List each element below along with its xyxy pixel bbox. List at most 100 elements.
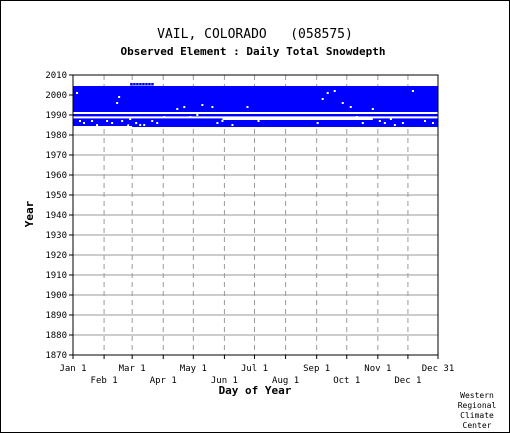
- y-tick-label: 2010: [45, 71, 67, 81]
- credit-block: Western Regional Climate Center: [458, 391, 497, 430]
- missing-point: [189, 116, 192, 118]
- missing-point: [121, 120, 124, 122]
- missing-point: [83, 122, 86, 124]
- y-tick-label: 1940: [45, 211, 67, 221]
- y-tick-label: 1930: [45, 231, 67, 241]
- y-tick-label: 1990: [45, 111, 67, 121]
- missing-point: [143, 124, 146, 126]
- missing-point: [116, 102, 119, 104]
- chart-title: VAIL, COLORADO (058575): [157, 27, 353, 42]
- extra-data-points: [126, 83, 154, 125]
- x-tick-label: Apr 1: [150, 376, 177, 386]
- missing-point: [221, 120, 224, 122]
- missing-point: [127, 124, 130, 126]
- credit-line: Regional: [458, 401, 497, 410]
- missing-point: [151, 120, 154, 122]
- missing-point: [341, 102, 344, 104]
- missing-point: [156, 122, 159, 124]
- missing-point: [389, 118, 392, 120]
- credit-line: Western: [460, 391, 494, 400]
- missing-point: [361, 122, 364, 124]
- missing-point: [129, 118, 132, 120]
- data-point: [133, 83, 136, 86]
- x-tick-label: Sep 1: [303, 364, 330, 374]
- missing-point: [216, 122, 219, 124]
- chart-subtitle: Observed Element : Daily Total Snowdepth: [121, 45, 386, 58]
- missing-point: [423, 120, 426, 122]
- y-tick-label: 1870: [45, 351, 67, 361]
- data-point: [130, 83, 133, 86]
- y-tick-label: 1950: [45, 191, 67, 201]
- x-tick-label: Jun 1: [211, 376, 238, 386]
- y-tick-label: 1920: [45, 251, 67, 261]
- data-point: [145, 83, 148, 86]
- data-coverage: [73, 86, 438, 127]
- x-tick-label: Nov 1: [364, 364, 391, 374]
- missing-point: [106, 120, 109, 122]
- missing-point: [183, 106, 186, 108]
- missing-point: [139, 124, 142, 126]
- y-tick-label: 1890: [45, 311, 67, 321]
- missing-point: [401, 122, 404, 124]
- data-point: [139, 83, 142, 86]
- missing-point: [211, 106, 214, 108]
- missing-point: [118, 96, 121, 98]
- missing-data: [73, 90, 438, 126]
- missing-point: [393, 124, 396, 126]
- y-tick-label: 2000: [45, 91, 67, 101]
- missing-point: [201, 104, 204, 106]
- x-tick-label: Jul 1: [241, 364, 268, 374]
- x-tick-label: May 1: [180, 364, 207, 374]
- missing-point: [321, 98, 324, 100]
- x-tick-label: Jan 1: [59, 364, 86, 374]
- y-tick-label: 1880: [45, 331, 67, 341]
- x-tick-label: Feb 1: [91, 376, 118, 386]
- y-axis-title: Year: [23, 200, 36, 227]
- missing-point: [231, 124, 234, 126]
- x-tick-label: Aug 1: [272, 376, 299, 386]
- missing-point: [196, 114, 199, 116]
- y-tick-label: 1900: [45, 291, 67, 301]
- x-tick-label: Dec 1: [394, 376, 421, 386]
- missing-point: [257, 120, 260, 122]
- missing-point: [91, 120, 94, 122]
- data-point: [126, 122, 129, 125]
- missing-row: [222, 118, 373, 120]
- missing-point: [96, 124, 99, 126]
- missing-point: [76, 92, 79, 94]
- data-point: [151, 83, 154, 86]
- missing-point: [383, 122, 386, 124]
- x-tick-label: Dec 31: [422, 364, 455, 374]
- x-axis-title: Day of Year: [219, 384, 292, 397]
- missing-point: [111, 122, 114, 124]
- missing-point: [349, 106, 352, 108]
- missing-point: [135, 122, 138, 124]
- y-tick-label: 1910: [45, 271, 67, 281]
- x-tick-label: Oct 1: [333, 376, 360, 386]
- credit-line: Center: [463, 421, 492, 430]
- missing-point: [371, 108, 374, 110]
- missing-point: [333, 90, 336, 92]
- missing-row: [73, 116, 438, 119]
- missing-point: [411, 90, 414, 92]
- x-axis: Jan 1 Mar 1 May 1 Jul 1 Sep 1 Nov 1 Dec 31 Feb …: [59, 355, 454, 386]
- y-axis: 2010 2000 1990 1980 1970 1960 1950 1940 1930 1920…: [45, 71, 73, 361]
- credit-line: Climate: [460, 411, 494, 420]
- missing-point: [326, 92, 329, 94]
- coverage-block: [132, 125, 438, 127]
- missing-point: [316, 122, 319, 124]
- data-point: [136, 83, 139, 86]
- data-point: [142, 83, 145, 86]
- missing-point: [431, 122, 434, 124]
- missing-point: [246, 106, 249, 108]
- missing-point: [79, 120, 82, 122]
- missing-point: [163, 116, 166, 118]
- y-tick-label: 1960: [45, 171, 67, 181]
- missing-point: [176, 108, 179, 110]
- y-tick-label: 1970: [45, 151, 67, 161]
- missing-row: [73, 112, 438, 114]
- data-point: [148, 83, 151, 86]
- y-tick-label: 1980: [45, 131, 67, 141]
